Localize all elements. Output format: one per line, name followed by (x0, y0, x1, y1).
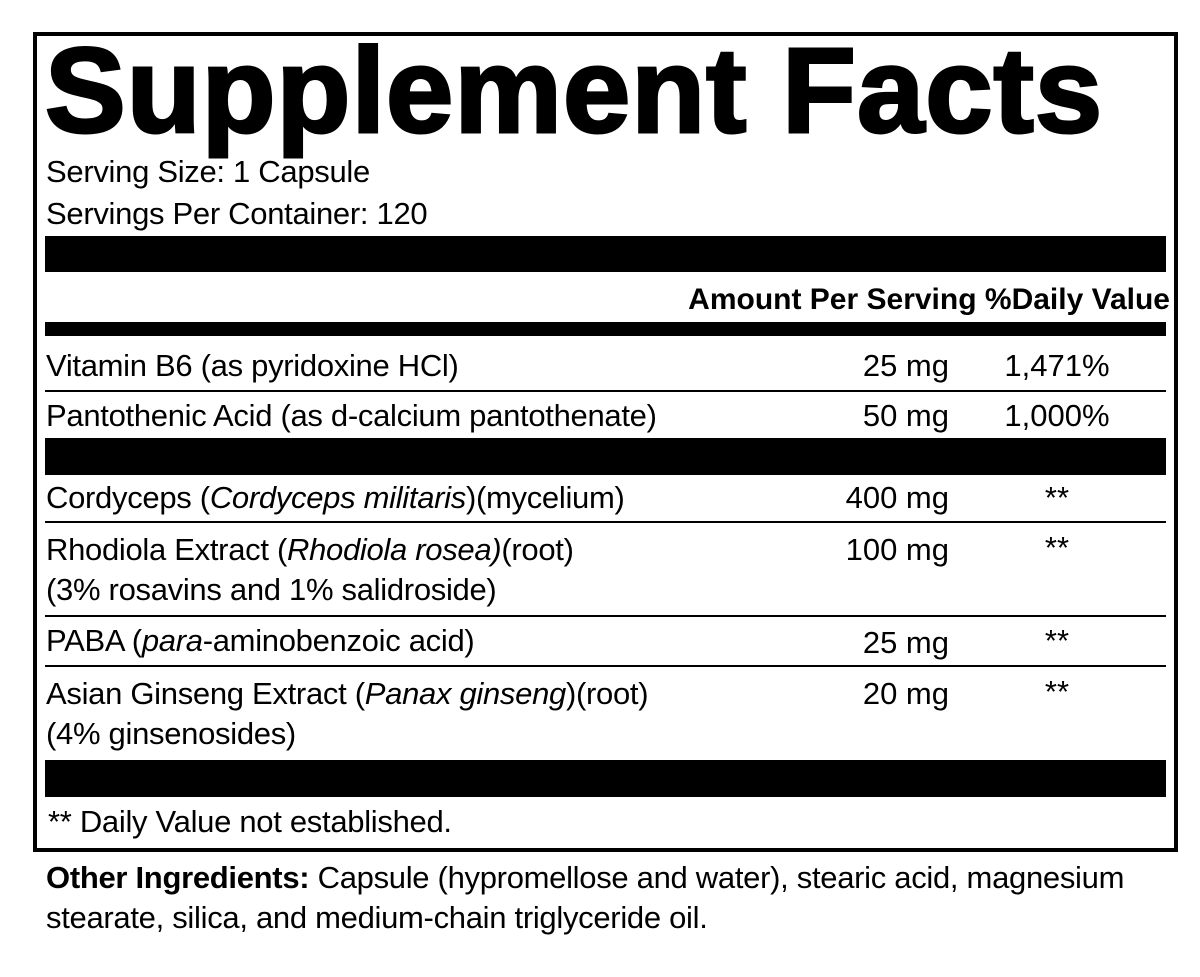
other-ingredients-text: Capsule (hypromellose and water), steari… (46, 860, 1125, 935)
ingredient-amount: 20 mg (862, 676, 949, 711)
ingredient-amount: 50 mg (862, 398, 949, 433)
row-divider (45, 390, 1166, 392)
ingredient-name: Vitamin B6 (as pyridoxine HCl) (46, 348, 459, 383)
ingredient-dv: 1,000% (1004, 398, 1110, 433)
ingredient-name: Pantothenic Acid (as d-calcium pantothen… (46, 398, 657, 433)
row-divider (45, 665, 1166, 667)
ingredient-name: Rhodiola Extract (Rhodiola rosea)(root)(… (46, 532, 574, 607)
ingredient-name: Asian Ginseng Extract (Panax ginseng)(ro… (46, 676, 649, 751)
row-divider (45, 521, 1166, 523)
ingredient-dv: ** (1044, 530, 1070, 565)
divider-bar (45, 322, 1166, 336)
serving-size: Serving Size: 1 Capsule (46, 154, 370, 189)
supplement-facts-panel: Supplement Facts Serving Size: 1 Capsule… (33, 22, 1178, 852)
column-header: Amount Per Serving %Daily Value (688, 282, 1170, 318)
other-ingredients-label: Other Ingredients: (46, 860, 310, 895)
ingredient-dv: ** (1044, 674, 1070, 709)
ingredient-name: Cordyceps (Cordyceps militaris)(mycelium… (46, 480, 625, 515)
amount-header: Amount Per Serving (688, 283, 977, 316)
panel-title: Supplement Facts (43, 22, 1104, 158)
divider-bar (45, 236, 1166, 272)
row-divider (45, 615, 1166, 617)
ingredient-amount: 25 mg (862, 625, 949, 660)
ingredient-amount: 100 mg (845, 532, 949, 567)
ingredient-dv: 1,471% (1004, 348, 1110, 383)
divider-bar (45, 760, 1166, 797)
footnote: ** Daily Value not established. (48, 804, 452, 839)
other-ingredients: Other Ingredients: Capsule (hypromellose… (46, 858, 1166, 938)
ingredient-dv: ** (1044, 480, 1070, 515)
ingredient-amount: 25 mg (862, 348, 949, 383)
ingredient-dv: ** (1044, 623, 1070, 658)
ingredient-amount: 400 mg (845, 480, 949, 515)
dv-header: %Daily Value (984, 283, 1170, 316)
divider-bar (45, 438, 1166, 475)
servings-per-container: Servings Per Container: 120 (46, 196, 428, 231)
ingredient-name: PABA (para-aminobenzoic acid) (46, 623, 475, 658)
